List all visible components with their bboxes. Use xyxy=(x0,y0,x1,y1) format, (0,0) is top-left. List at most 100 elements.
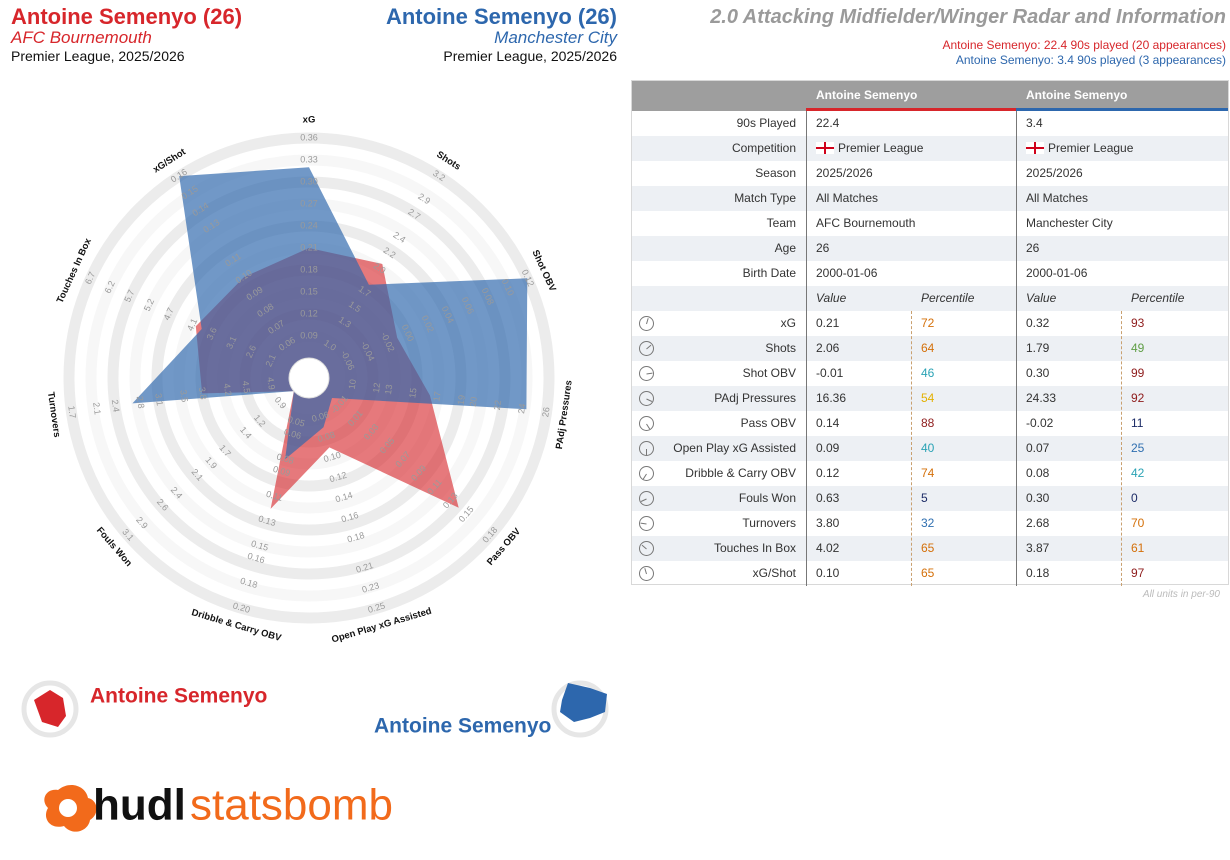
legend-icon xyxy=(560,683,607,722)
tick-label: 15 xyxy=(407,387,418,398)
metric-percentile: 65 xyxy=(921,566,935,580)
metric-icon-needle xyxy=(641,544,647,550)
flag xyxy=(816,142,834,154)
radar-chart: 0.09 0.12 0.15 0.18 0.21 0.24 0.27 0.30 0.33 0.36… xyxy=(21,115,609,832)
row-value: Manchester City xyxy=(1026,216,1113,230)
tick-label: 0.06 xyxy=(311,409,331,424)
player-league: Premier League, 2025/2026 xyxy=(443,48,617,64)
tick-label: 4.1 xyxy=(185,317,199,333)
metric-icon xyxy=(639,466,654,481)
dashed-rule xyxy=(911,311,912,586)
metric-icon xyxy=(639,366,654,381)
tick-label: 1.7 xyxy=(66,405,78,419)
tick-label: 2.1 xyxy=(91,402,103,416)
tick-label: 0.15 xyxy=(300,286,318,296)
tick-label: 2.4 xyxy=(110,399,122,413)
row-value: 2000-01-06 xyxy=(816,266,878,280)
tick-label: 3.1 xyxy=(224,335,238,351)
tick-label: 0.36 xyxy=(300,132,318,142)
tick-label: 2.1 xyxy=(263,353,277,369)
tick-label: 0.33 xyxy=(300,154,318,164)
subheader: Percentile xyxy=(921,291,975,305)
series-shapes xyxy=(132,167,528,509)
metric-percentile: 64 xyxy=(921,341,935,355)
tick-label: 19 xyxy=(456,394,467,405)
tick-label: 0.18 xyxy=(346,530,366,545)
row-value: Premier League xyxy=(838,141,924,155)
row-band xyxy=(632,486,1228,511)
metric-label: Shots xyxy=(765,341,796,355)
metric-label: Open Play xG Assisted xyxy=(673,441,796,455)
player-team: Manchester City xyxy=(494,28,617,47)
legend-icon-ring xyxy=(21,680,79,738)
row-value: 2025/2026 xyxy=(816,166,873,180)
tick-label: 0.25 xyxy=(367,600,387,615)
grid-ring xyxy=(85,154,533,602)
column-underline xyxy=(806,108,1016,111)
tick-label: 20 xyxy=(468,396,479,407)
subheader: Value xyxy=(1026,291,1057,305)
row-value: All Matches xyxy=(816,191,879,205)
row-value: 2000-01-06 xyxy=(1026,266,1088,280)
logo: hudl statsbomb xyxy=(44,781,393,832)
metric-percentile: 11 xyxy=(1131,416,1144,430)
metric-percentile: 61 xyxy=(1131,541,1145,555)
tick-label: 4.5 xyxy=(240,380,252,394)
radar-area xyxy=(132,167,528,460)
legend-label: Antoine Semenyo xyxy=(90,685,267,708)
row-band xyxy=(632,236,1228,261)
metric-label: Shot OBV xyxy=(742,366,796,380)
logo-text: hudl xyxy=(93,781,186,830)
row-value: Premier League xyxy=(1048,141,1134,155)
tick-label: 0.21 xyxy=(355,560,375,575)
row-band xyxy=(632,286,1228,311)
row-label: Birth Date xyxy=(742,266,796,280)
radar-title: 2.0 Attacking Midfielder/Winger Radar an… xyxy=(710,6,1226,28)
tick-label: 6.7 xyxy=(83,270,97,286)
tick-label: 0.21 xyxy=(300,242,318,252)
row-value: 26 xyxy=(1026,241,1040,255)
legend-icon xyxy=(34,690,66,727)
metric-icon xyxy=(639,416,654,431)
metric-value: 0.10 xyxy=(816,566,840,580)
metric-percentile: 42 xyxy=(1131,466,1145,480)
metric-value: 0.09 xyxy=(816,441,840,455)
subheader: Percentile xyxy=(1131,291,1185,305)
footnote: All units in per-90 xyxy=(1142,589,1220,600)
axis-label: xG xyxy=(303,115,316,126)
tick-label: 3.8 xyxy=(197,386,209,400)
metric-label: xG xyxy=(780,316,796,330)
metric-icon xyxy=(639,391,654,406)
metric-value: 3.80 xyxy=(816,516,840,530)
metric-value: 0.07 xyxy=(1026,441,1050,455)
legend-icon-ring xyxy=(551,680,609,738)
row-value: 2025/2026 xyxy=(1026,166,1083,180)
metric-icon xyxy=(639,316,654,331)
axis-label: Turnovers xyxy=(45,391,62,438)
metric-percentile: 65 xyxy=(921,541,935,555)
row-band xyxy=(632,436,1228,461)
row-band xyxy=(632,536,1228,561)
metric-value: 0.32 xyxy=(1026,316,1050,330)
metric-value: 0.21 xyxy=(816,316,840,330)
metric-percentile: 88 xyxy=(921,416,935,430)
metric-icon-needle xyxy=(642,473,647,480)
metric-icon-needle xyxy=(646,344,652,350)
tick-label: 13 xyxy=(383,384,394,395)
tick-label: 0.16 xyxy=(246,551,266,566)
metric-value: 16.36 xyxy=(816,391,847,405)
metric-percentile: 49 xyxy=(1131,341,1145,355)
tick-label: 0.30 xyxy=(300,176,318,186)
metric-icon xyxy=(639,541,654,556)
column-underline xyxy=(1016,108,1228,111)
metric-value: 0.14 xyxy=(816,416,840,430)
tick-label: 4.2 xyxy=(222,383,234,397)
metric-percentile: 46 xyxy=(921,366,935,380)
tick-label: 3.6 xyxy=(205,326,219,342)
row-label: Season xyxy=(755,166,796,180)
metric-percentile: 97 xyxy=(1131,566,1145,580)
radar-hub xyxy=(288,357,330,399)
metric-label: Touches In Box xyxy=(713,541,796,555)
table-header xyxy=(632,81,1228,111)
